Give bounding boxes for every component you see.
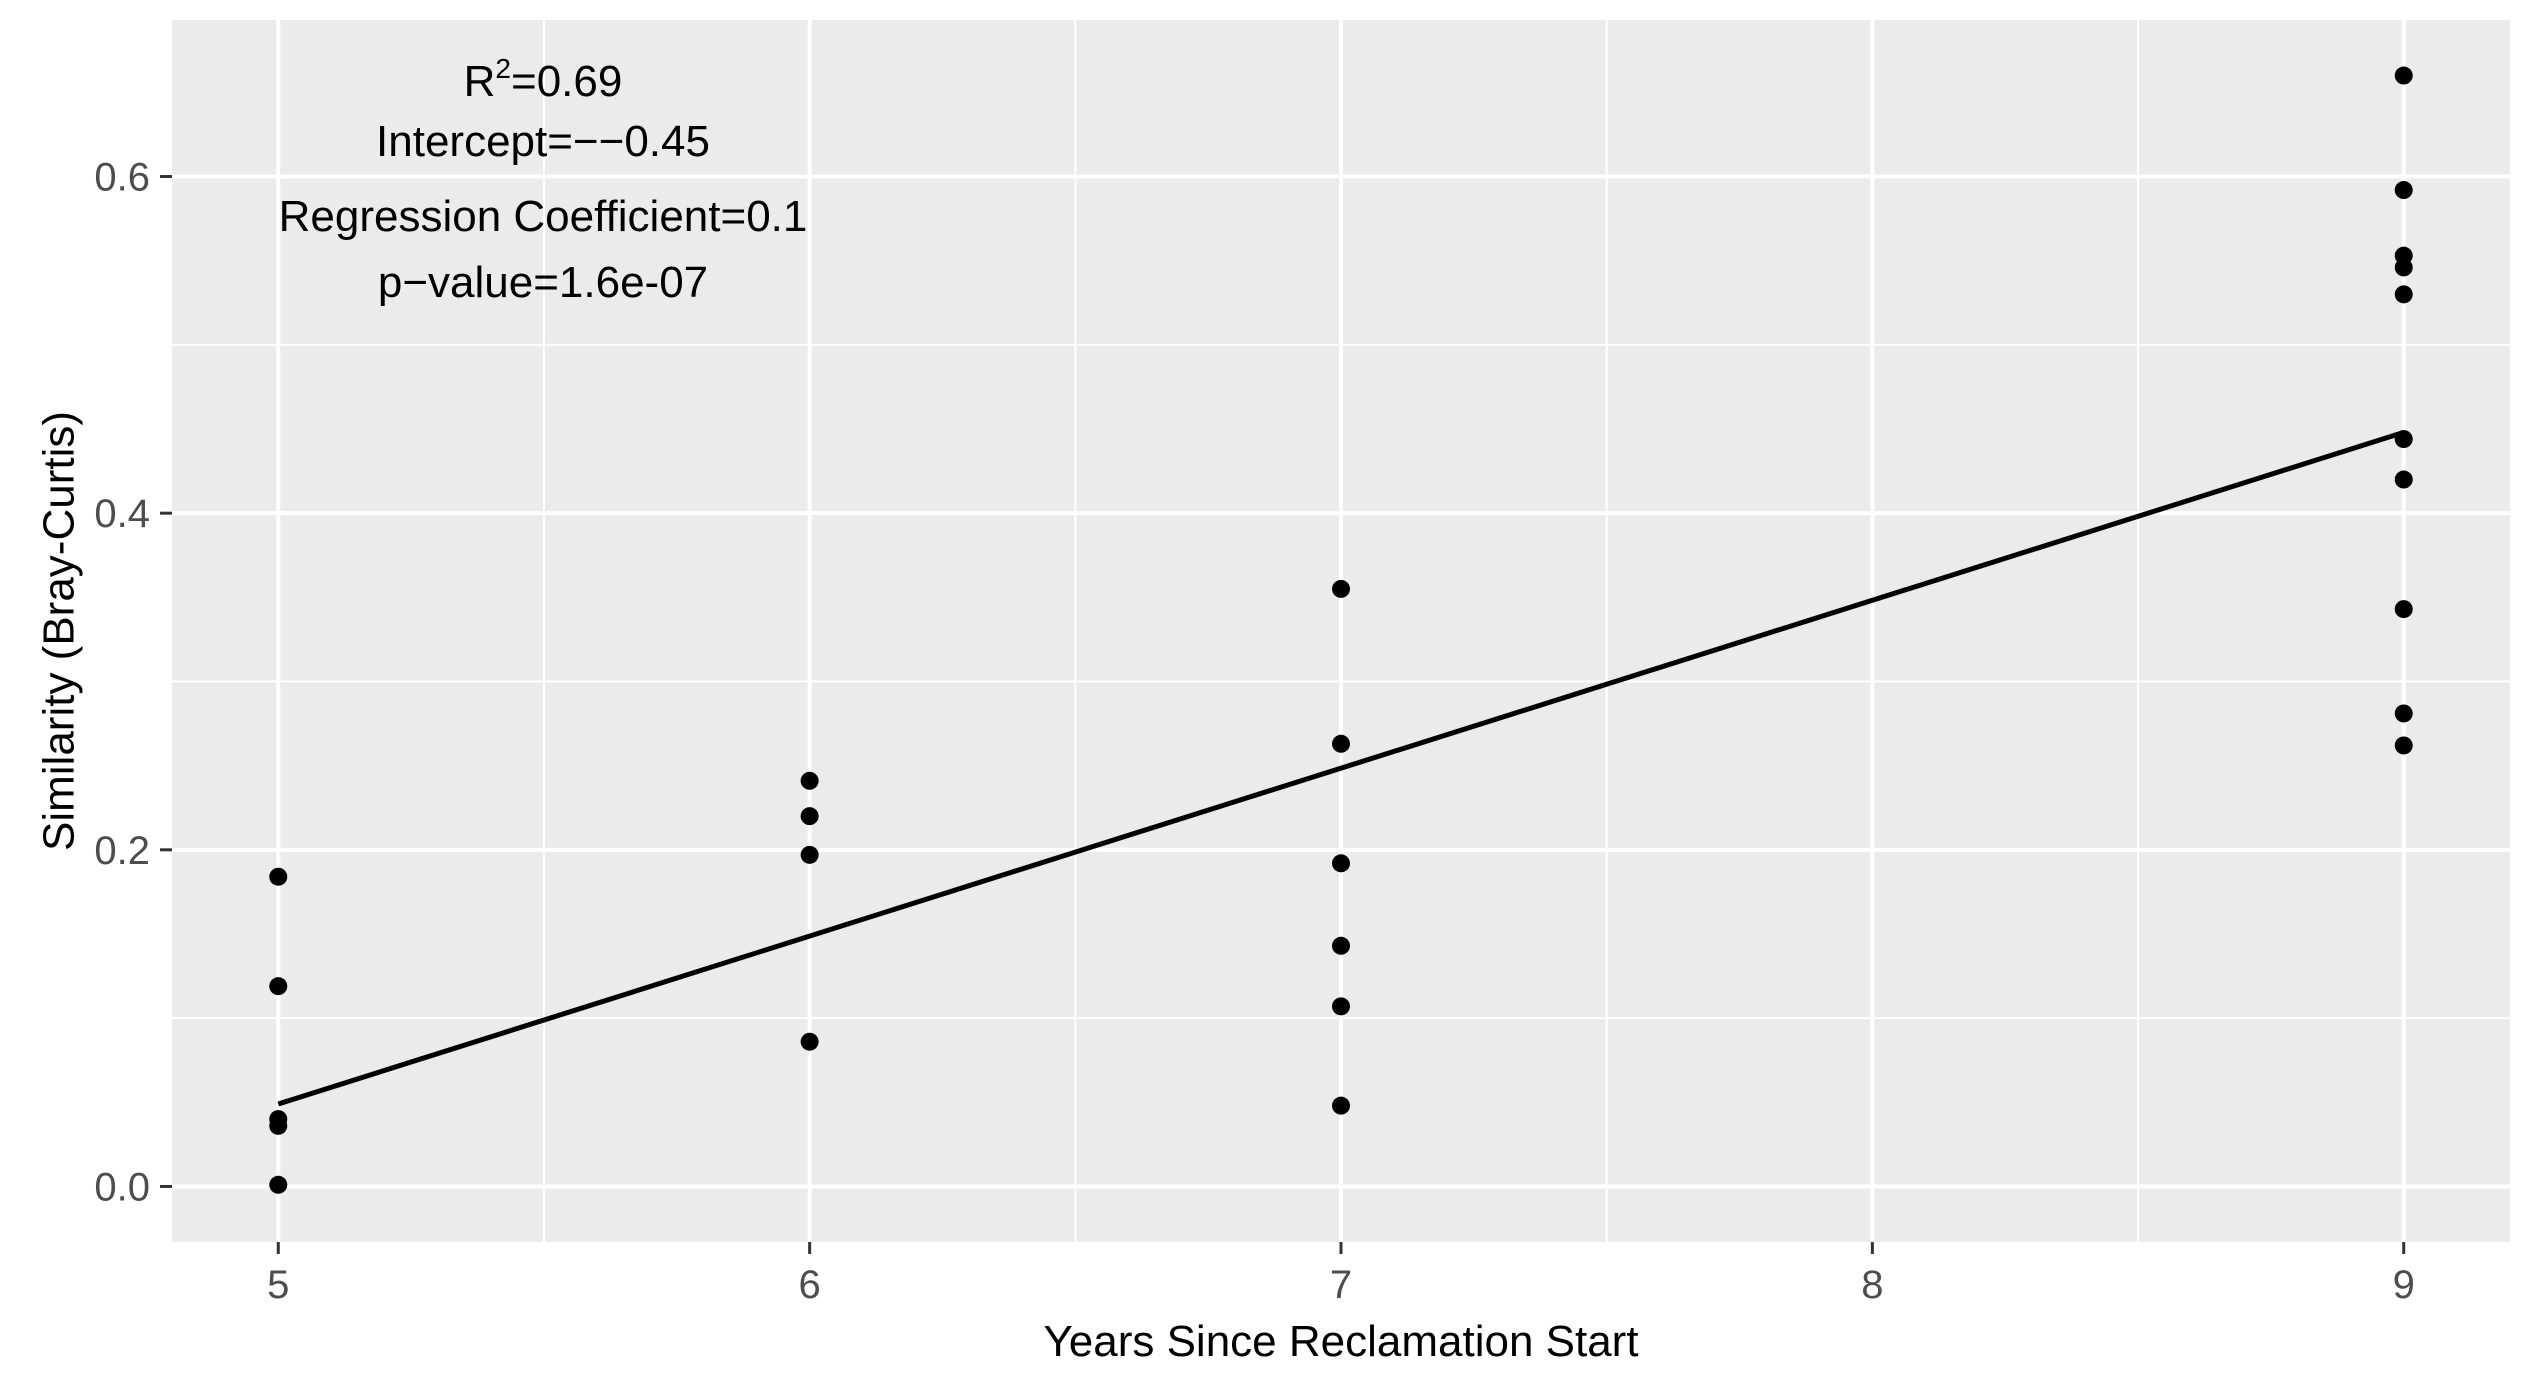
x-axis-title: Years Since Reclamation Start [1043,1317,1638,1366]
y-tick-label: 0.0 [94,1165,150,1209]
data-point [1332,854,1350,873]
x-tick-label: 9 [2393,1263,2415,1307]
y-tick-label: 0.2 [94,829,150,873]
y-tick-label: 0.4 [94,492,150,536]
major-gridlines [172,20,2510,1242]
axis-ticks [160,175,2406,1254]
data-point [2394,600,2413,619]
r-squared-value: =0.69 [511,57,622,106]
data-point [2394,704,2413,723]
data-point [800,807,819,826]
y-axis-title: Similarity (Bray-Curtis) [34,411,83,851]
data-point [2394,258,2413,277]
x-tick-label: 8 [1861,1263,1883,1307]
data-point [2394,736,2413,755]
x-tick-label: 5 [267,1263,289,1307]
data-point [1332,936,1350,955]
data-point [2394,285,2413,304]
data-point [800,771,819,790]
data-points [269,66,2413,1194]
data-point [269,867,288,886]
regression-coefficient-annotation: Regression Coefficient=0.1 [279,192,808,241]
data-point [1332,579,1350,598]
x-tick-label: 6 [799,1263,821,1307]
r-squared-superscript: 2 [495,53,511,84]
data-point [269,977,288,996]
x-tick-labels: 5 6 7 8 9 [267,1263,2415,1307]
intercept-annotation: Intercept=−−0.45 [376,117,710,166]
data-point [1332,997,1350,1016]
r-squared-label: R [464,57,496,106]
data-point [269,1175,288,1194]
data-point [800,1032,819,1051]
y-tick-labels: 0.0 0.2 0.4 0.6 [94,156,150,1210]
data-point [2394,430,2413,449]
data-point [1332,1096,1350,1115]
r-squared-annotation: R2=0.69 [464,53,623,106]
data-point [2394,470,2413,489]
p-value-annotation: p−value=1.6e-07 [378,258,708,307]
data-point [1332,734,1350,753]
data-point [2394,181,2413,200]
data-point [800,845,819,864]
data-point [2394,66,2413,85]
y-tick-label: 0.6 [94,156,150,200]
x-tick-label: 7 [1330,1263,1352,1307]
regression-line [277,429,2405,1107]
data-point [269,1116,288,1135]
